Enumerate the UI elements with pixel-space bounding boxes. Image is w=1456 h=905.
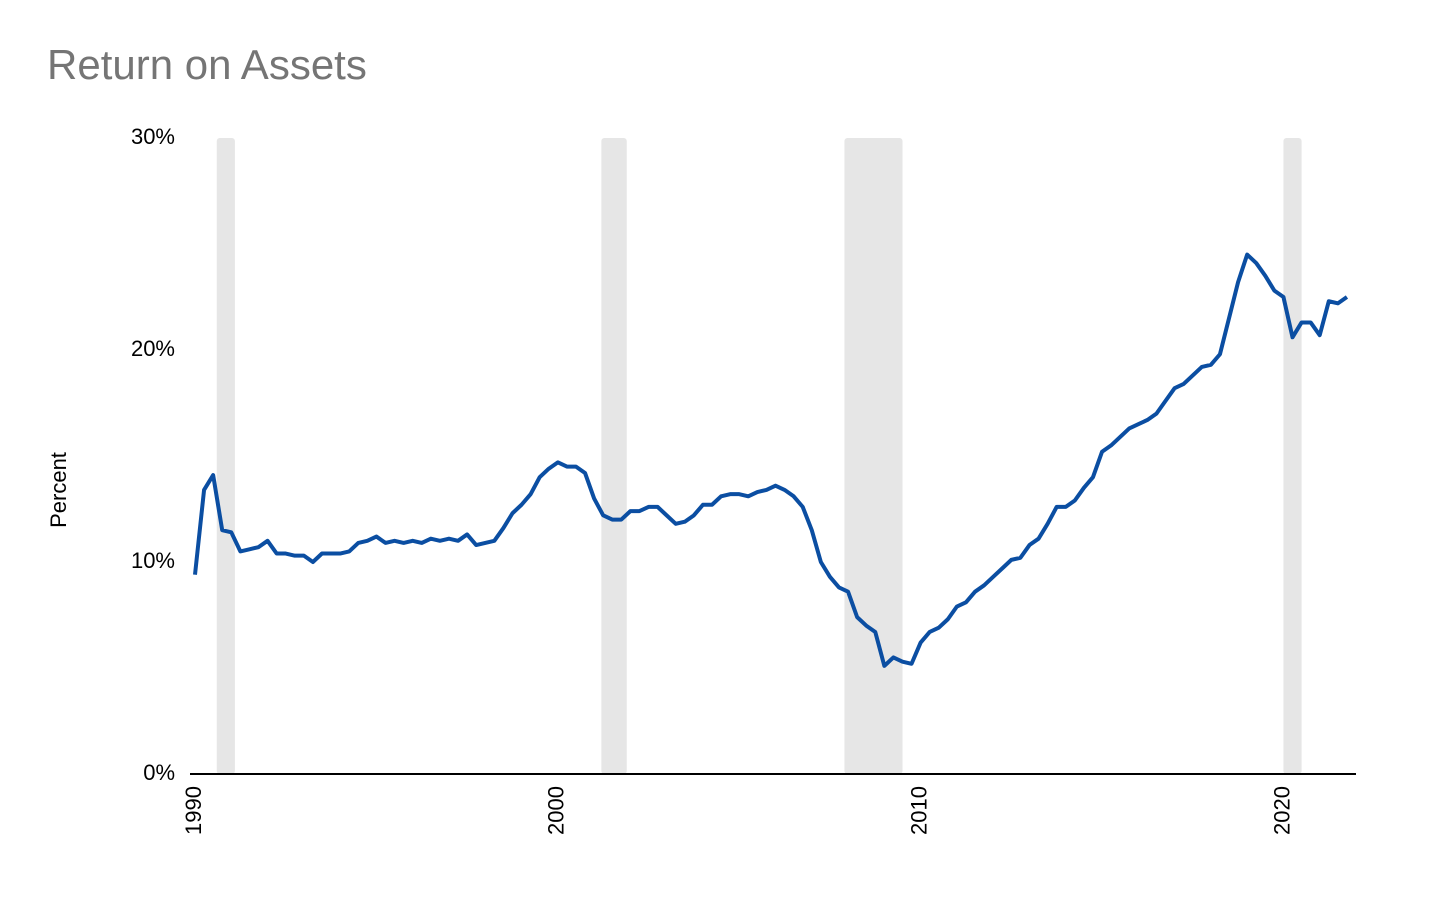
chart-title: Return on Assets xyxy=(47,41,367,88)
recession-band xyxy=(844,138,903,774)
recession-band xyxy=(1283,138,1302,774)
y-tick-label: 30% xyxy=(131,124,175,149)
x-tick-label: 2000 xyxy=(544,786,569,835)
y-tick-label: 10% xyxy=(131,548,175,573)
y-tick-label: 20% xyxy=(131,336,175,361)
data-line xyxy=(193,252,1349,668)
x-tick-label: 2010 xyxy=(906,786,931,835)
recession-band xyxy=(601,138,627,774)
y-axis-label: Percent xyxy=(46,452,71,528)
x-tick-label: 2020 xyxy=(1269,786,1294,835)
x-tick-label: 1990 xyxy=(181,786,206,835)
y-tick-label: 0% xyxy=(143,760,175,785)
recession-band xyxy=(216,138,235,774)
